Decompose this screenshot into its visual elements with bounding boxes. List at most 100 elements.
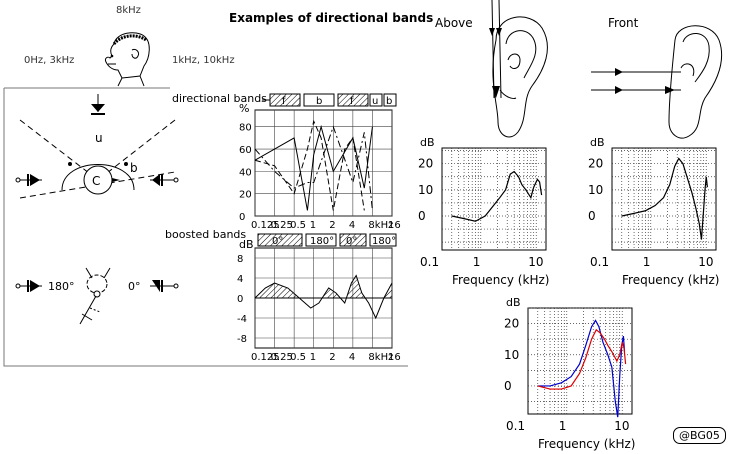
directional-bands-label: directional bands: [172, 92, 267, 105]
y-axis-label: dB: [239, 238, 254, 251]
band-label: 180°: [372, 236, 396, 247]
y-tick-label: 8: [237, 254, 243, 265]
label-180: 180°: [48, 280, 75, 293]
x-tick-label: 0.25: [271, 352, 293, 363]
band-label: u: [372, 96, 378, 107]
band-label: f: [350, 96, 354, 107]
x-tick-label: 16: [388, 220, 401, 231]
series-line: [254, 119, 365, 211]
y-tick-label: -8: [237, 334, 247, 345]
y-tick-label: 20: [418, 157, 433, 171]
y-tick-label: 10: [504, 348, 519, 362]
x-tick-label: 0.125: [251, 352, 280, 363]
label-b: b: [130, 161, 138, 175]
front-frequency-chart: dB 20 10 0 0.1 1 10 Frequency (kHz): [588, 136, 719, 287]
band-box: [337, 93, 369, 107]
band-box: [257, 233, 303, 247]
band-label: b: [316, 96, 322, 107]
band-label: 180°: [310, 236, 334, 247]
combined-frequency-chart: dB 20 10 0 0.1 1 10 Frequency (kHz): [504, 296, 635, 451]
x-tick-label: 8kHz: [368, 220, 393, 231]
series-line: [537, 328, 627, 390]
x-tick-label: 0.125: [251, 220, 280, 231]
x-tick-label: 8kHz: [368, 352, 393, 363]
x-tick-label: 2: [329, 352, 335, 363]
x-tick-label: 0.1: [590, 255, 609, 269]
x-tick-label: 10: [614, 419, 629, 433]
x-tick-label: 1: [643, 255, 651, 269]
center-label: C: [92, 174, 100, 188]
y-tick-label: 0: [588, 209, 596, 223]
y-tick-label: 40: [239, 167, 252, 178]
band-box: [305, 233, 337, 247]
y-tick-label: -4: [237, 314, 247, 325]
x-tick-label: 4: [349, 352, 355, 363]
x-tick-label: 1: [473, 255, 481, 269]
x-tick-label: 16: [388, 352, 401, 363]
y-axis-label: dB: [590, 136, 605, 149]
bottom-schematic: 180° 0°: [15, 267, 179, 325]
y-tick-label: 20: [504, 317, 519, 331]
top-schematic: u b C: [15, 94, 179, 199]
x-tick-label: 1: [559, 419, 567, 433]
directional-band-boxes: f b f u b: [269, 93, 397, 107]
band-box: [383, 93, 397, 107]
y-tick-label: 0: [237, 294, 243, 305]
x-tick-label: 4: [349, 220, 355, 231]
y-tick-label: 10: [588, 183, 603, 197]
y-tick-label: 60: [239, 145, 252, 156]
head-illustration: [105, 32, 150, 87]
band-label: 0°: [346, 236, 357, 247]
y-tick-label: 0: [504, 379, 512, 393]
label-0: 0°: [128, 280, 141, 293]
band-box: [369, 93, 383, 107]
band-label: f: [282, 96, 286, 107]
series-line: [254, 124, 373, 211]
label-u: u: [95, 131, 103, 145]
y-tick-label: 10: [418, 183, 433, 197]
x-tick-label: 1: [310, 352, 316, 363]
series-line: [451, 170, 543, 222]
x-tick-label: 10: [698, 255, 713, 269]
x-tick-label: 1: [310, 220, 316, 231]
y-tick-label: 0: [239, 212, 245, 223]
front-label: Front: [608, 16, 639, 30]
band-box: [339, 233, 367, 247]
page-title: Examples of directional bands: [229, 11, 434, 25]
y-axis-label: dB: [420, 136, 435, 149]
ear-front-illustration: [591, 25, 723, 139]
x-tick-label: 0.1: [506, 419, 525, 433]
plot-frame: [254, 109, 393, 217]
y-axis-label: %: [239, 102, 249, 115]
x-tick-label: 0.1: [420, 255, 439, 269]
above-frequency-chart: dB 20 10 0 0.1 1 10 Frequency (kHz): [418, 136, 549, 287]
directional-bands-figure: u b C 180° 0° d: [3, 87, 408, 367]
band-box: [369, 233, 397, 247]
x-axis-label: Frequency (kHz): [538, 437, 635, 451]
x-tick-label: 0.25: [271, 220, 293, 231]
series-line: [621, 157, 709, 240]
boosted-bands-label: boosted bands: [165, 228, 246, 241]
band-label: 0°: [272, 236, 283, 247]
x-axis-label: Frequency (kHz): [622, 273, 719, 287]
band-label: b: [386, 96, 392, 107]
band-box: [303, 93, 335, 107]
x-tick-label: 10: [528, 255, 543, 269]
series-line: [254, 274, 393, 320]
y-tick-label: 20: [588, 157, 603, 171]
x-axis-label: Frequency (kHz): [452, 273, 549, 287]
head-top-label: 8kHz: [116, 5, 141, 16]
series-line: [254, 125, 373, 211]
ear-above-illustration: [489, 0, 548, 138]
y-axis-label: dB: [506, 296, 521, 309]
y-tick-label: 4: [237, 274, 243, 285]
x-tick-label: 0.5: [290, 220, 306, 231]
plot-frame: [611, 147, 717, 251]
boosted-band-boxes: 0° 180° 0° 180°: [257, 233, 397, 247]
x-tick-label: 0.5: [290, 352, 306, 363]
head-left-label: 0Hz, 3kHz: [24, 55, 75, 66]
copyright-badge: @BG05: [673, 427, 726, 444]
x-tick-label: 2: [329, 220, 335, 231]
